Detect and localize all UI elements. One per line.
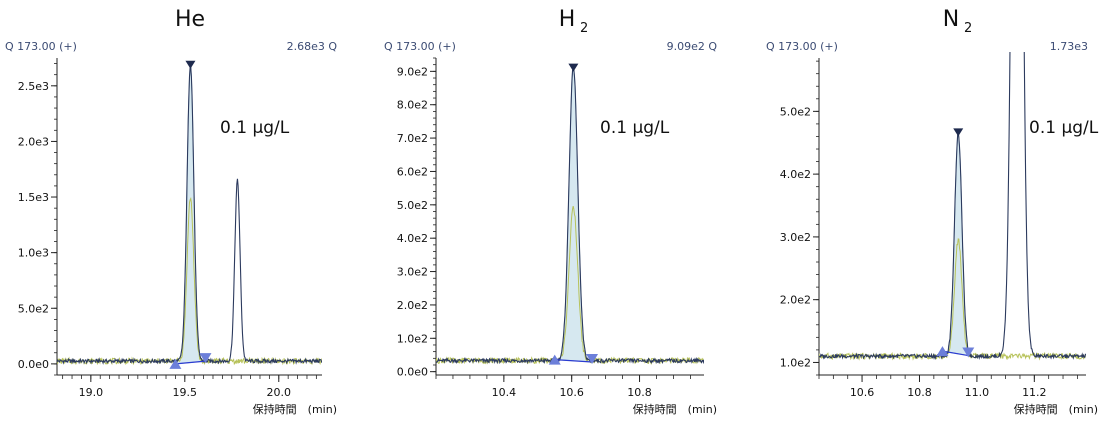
x-tick-label: 10.4 xyxy=(492,386,517,399)
header-right-label: 2.68e3 Q xyxy=(287,40,338,53)
y-tick-label: 5.0e2 xyxy=(780,105,811,118)
x-tick-label: 10.6 xyxy=(559,386,584,399)
y-tick-label: 1.0e2 xyxy=(397,332,428,345)
x-tick-label: 19.5 xyxy=(173,386,198,399)
peak-apex-marker xyxy=(953,128,964,137)
peak-start-marker xyxy=(169,358,182,369)
y-tick-label: 3.0e2 xyxy=(397,266,428,279)
concentration-annotation: 0.1 µg/L xyxy=(600,118,670,138)
header-left-label: Q 173.00 (+) xyxy=(384,40,456,53)
integrated-peak-area xyxy=(174,66,207,365)
y-tick-label: 1.0e3 xyxy=(18,247,49,260)
peak-apex-marker xyxy=(568,63,579,72)
trace-clip-group xyxy=(57,66,322,366)
y-tick-label: 5.0e2 xyxy=(397,199,428,212)
x-tick-label: 10.8 xyxy=(627,386,652,399)
y-tick-label: 0.0e0 xyxy=(18,358,49,371)
x-axis-label: 保持時間 (min) xyxy=(1014,402,1098,416)
quant-trace-line xyxy=(436,67,704,365)
peak-end-marker xyxy=(586,353,599,364)
x-axis-label: 保持時間 (min) xyxy=(253,402,337,416)
chart-title: N xyxy=(943,7,959,32)
y-tick-label: 5.0e2 xyxy=(18,302,49,315)
quant-trace-line xyxy=(57,66,322,365)
x-tick-label: 19.0 xyxy=(79,386,104,399)
header-left-label: Q 173.00 (+) xyxy=(766,40,838,53)
y-tick-label: 4.0e2 xyxy=(780,168,811,181)
chart-panel-2: H 2 Q 173.00 (+) 9.09e2 Q 0.0e0 1.0e2 2.0e2 3.0… xyxy=(384,7,717,416)
y-tick-label: 9.0e2 xyxy=(397,65,428,78)
x-tick-label: 11.2 xyxy=(1022,386,1047,399)
y-tick-label: 0.0e0 xyxy=(397,366,428,379)
chart-panel-3: N 2 Q 173.00 (+) 1.73e3 1.0e2 2.0e2 3.0e2 4.0e2… xyxy=(766,7,1099,416)
y-tick-label: 2.0e2 xyxy=(780,294,811,307)
header-right-label: 9.09e2 Q xyxy=(667,40,718,53)
integration-baseline xyxy=(175,360,206,365)
header-left-label: Q 173.00 (+) xyxy=(5,40,77,53)
quant-trace-line xyxy=(819,52,1086,361)
chart-title-subscript: 2 xyxy=(580,21,588,36)
chart-title-subscript: 2 xyxy=(964,21,972,36)
integration-baseline xyxy=(554,359,593,363)
x-tick-label: 10.8 xyxy=(907,386,932,399)
peak-end-marker xyxy=(962,347,975,358)
peak-apex-marker xyxy=(185,60,196,69)
x-tick-label: 20.0 xyxy=(267,386,292,399)
trace-clip-group xyxy=(819,52,1086,361)
y-tick-label: 3.0e2 xyxy=(780,231,811,244)
y-tick-label: 2.5e3 xyxy=(18,80,49,93)
x-axis-label: 保持時間 (min) xyxy=(633,402,717,416)
y-tick-label: 1.5e3 xyxy=(18,191,49,204)
trace-clip-group xyxy=(436,67,704,366)
integrated-peak-area xyxy=(554,68,593,363)
y-tick-label: 2.0e2 xyxy=(397,299,428,312)
concentration-annotation: 0.1 µg/L xyxy=(220,118,290,138)
chart-panel-1: He Q 173.00 (+) 2.68e3 Q 0.0e0 5.0e2 1.0e3 1.5… xyxy=(5,7,337,416)
x-tick-label: 10.6 xyxy=(850,386,875,399)
peak-start-marker xyxy=(548,354,561,365)
x-tick-label: 11.0 xyxy=(965,386,990,399)
y-tick-label: 7.0e2 xyxy=(397,132,428,145)
y-tick-label: 4.0e2 xyxy=(397,232,428,245)
integration-baseline xyxy=(942,350,969,357)
chart-title: He xyxy=(175,7,205,32)
y-tick-label: 8.0e2 xyxy=(397,99,428,112)
y-tick-label: 2.0e3 xyxy=(18,135,49,148)
peak-start-marker xyxy=(936,346,949,357)
concentration-annotation: 0.1 µg/L xyxy=(1029,118,1099,138)
y-tick-label: 6.0e2 xyxy=(397,165,428,178)
y-tick-label: 1.0e2 xyxy=(780,356,811,369)
header-right-label: 1.73e3 xyxy=(1050,40,1088,53)
peak-end-marker xyxy=(199,353,212,364)
chart-title: H xyxy=(559,7,576,32)
